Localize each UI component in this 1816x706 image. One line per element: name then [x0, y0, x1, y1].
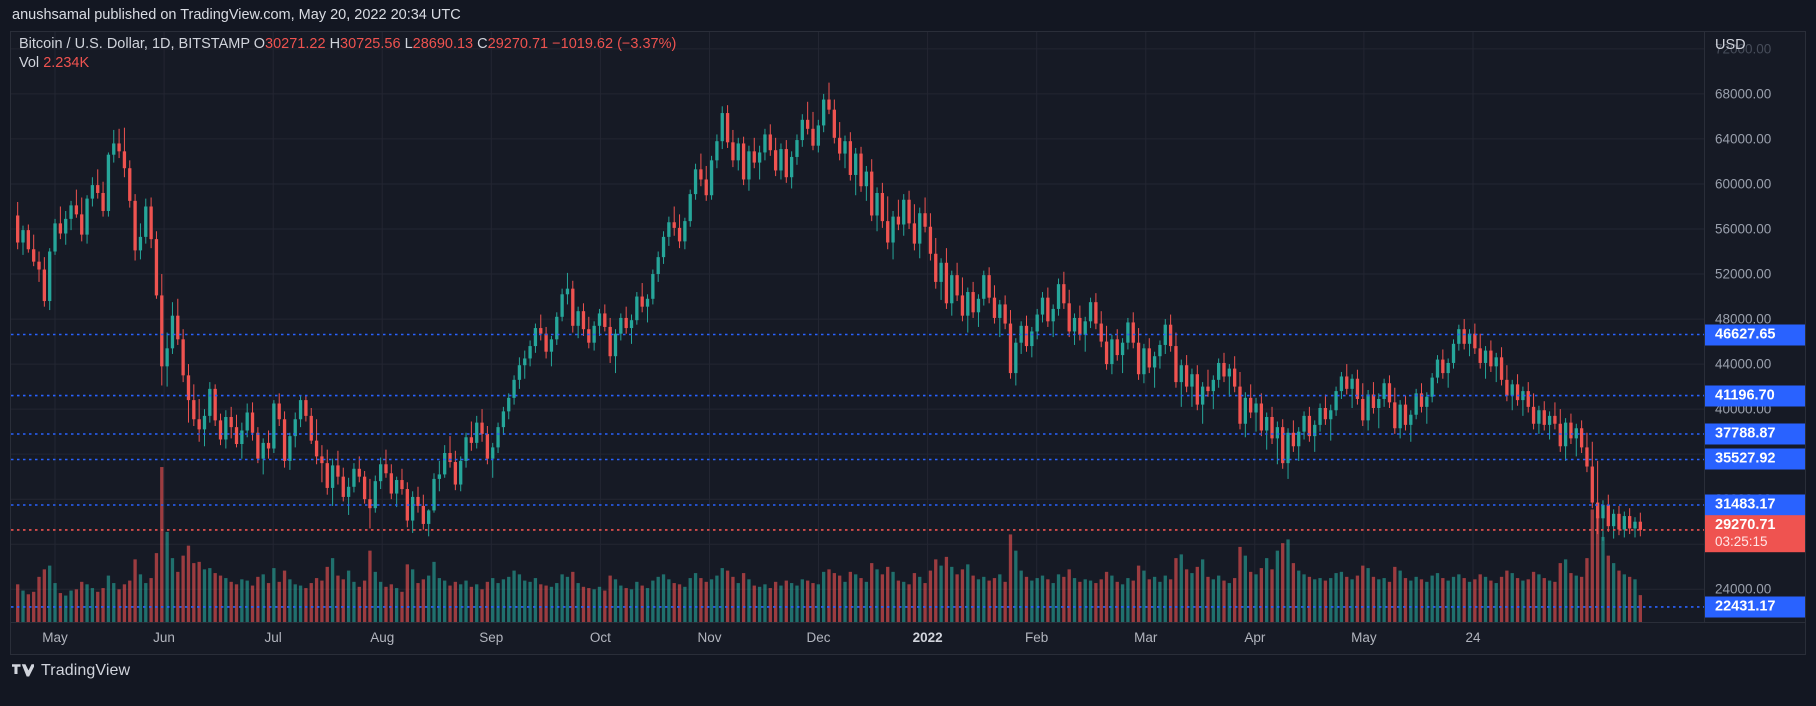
- candles: [16, 82, 1642, 541]
- price-axis[interactable]: USD 72000.00 68000.00 64000.00 60000.00 5600…: [1704, 32, 1805, 623]
- time-tick-Nov: Nov: [697, 630, 722, 645]
- price-tick-64000.00: 64000.00: [1715, 131, 1772, 147]
- time-tick-Mar: Mar: [1134, 630, 1158, 645]
- volume-bars: [16, 467, 1642, 623]
- price-badge-41196.70[interactable]: 41196.70: [1705, 385, 1805, 407]
- publisher-attribution-bar: anushsamal published on TradingView.com,…: [0, 0, 1816, 31]
- price-badge-value: 41196.70: [1715, 387, 1775, 404]
- time-tick-Oct: Oct: [589, 630, 611, 645]
- time-tick-Jun: Jun: [153, 630, 175, 645]
- price-tick-24000.00: 24000.00: [1715, 581, 1772, 597]
- price-badge-46627.65[interactable]: 46627.65: [1705, 324, 1805, 345]
- time-tick-Sep: Sep: [479, 630, 504, 645]
- grid-lines: [11, 32, 1705, 623]
- tradingview-wordmark: TradingView: [41, 662, 131, 679]
- price-badge-value: 31483.17: [1715, 496, 1776, 513]
- price-badge-value: 37788.87: [1715, 425, 1776, 442]
- chart-container[interactable]: Bitcoin / U.S. Dollar, 1D, BITSTAMP O302…: [10, 31, 1806, 655]
- horizontal-level-lines[interactable]: [11, 333, 1705, 608]
- price-badge-countdown: 03:25:15: [1715, 534, 1768, 550]
- time-tick-Apr: Apr: [1244, 630, 1266, 645]
- time-tick-Aug: Aug: [370, 630, 395, 645]
- price-axis-currency-label: USD: [1715, 37, 1746, 53]
- publisher-text: anushsamal published on TradingView.com,…: [12, 7, 461, 23]
- time-tick-May: May: [42, 630, 68, 645]
- candlestick-plot[interactable]: [11, 32, 1705, 623]
- price-tick-48000.00: 48000.00: [1715, 311, 1772, 327]
- price-tick-72000.00: 72000.00: [1715, 41, 1772, 57]
- price-badge-29270.71[interactable]: 29270.71 03:25:15: [1705, 515, 1805, 553]
- time-tick-Feb: Feb: [1025, 630, 1049, 645]
- tradingview-mark-icon: [12, 664, 34, 677]
- price-badge-22431.17[interactable]: 22431.17: [1705, 596, 1805, 618]
- time-tick-Dec: Dec: [806, 630, 831, 645]
- price-tick-60000.00: 60000.00: [1715, 176, 1772, 192]
- time-tick-Jul: Jul: [264, 630, 282, 645]
- price-badge-37788.87[interactable]: 37788.87: [1705, 423, 1805, 445]
- price-badge-value: 35527.92: [1715, 450, 1776, 467]
- price-tick-52000.00: 52000.00: [1715, 266, 1772, 282]
- price-badge-value: 46627.65: [1715, 326, 1776, 342]
- price-badge-value: 29270.71: [1715, 517, 1776, 534]
- price-tick-68000.00: 68000.00: [1715, 86, 1772, 102]
- price-tick-44000.00: 44000.00: [1715, 356, 1772, 372]
- tradingview-logo: TradingView: [12, 662, 130, 680]
- chart-plot-area[interactable]: [11, 32, 1705, 623]
- price-badge-31483.17[interactable]: 31483.17: [1705, 494, 1805, 516]
- price-tick-56000.00: 56000.00: [1715, 221, 1772, 237]
- time-axis[interactable]: May Jun Jul Aug Sep Oct Nov Dec 2022 Feb Mar Apr May…: [11, 622, 1805, 654]
- time-tick-24: 24: [1465, 630, 1481, 645]
- price-badge-value: 22431.17: [1715, 598, 1776, 615]
- price-badge-35527.92[interactable]: 35527.92: [1705, 448, 1805, 470]
- time-tick-2022: 2022: [912, 630, 943, 645]
- time-tick-May: May: [1351, 630, 1377, 645]
